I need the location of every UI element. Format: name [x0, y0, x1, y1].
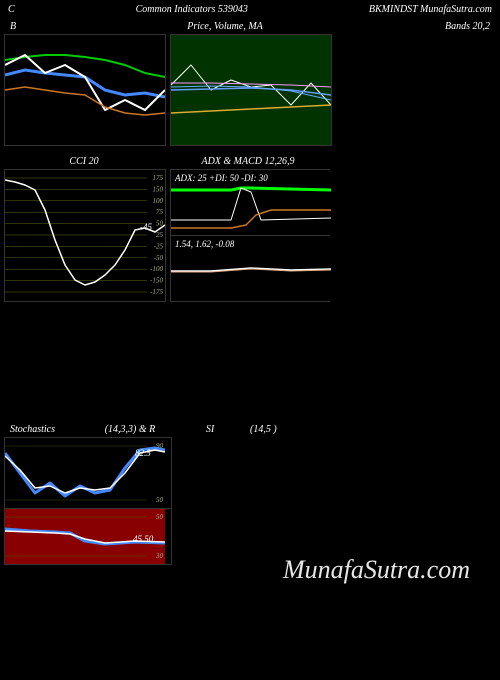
title-cci: CCI 20	[4, 154, 164, 169]
chart-price-a	[4, 34, 166, 146]
header-left: Common Indicators 539043	[136, 4, 248, 15]
svg-text:45.50: 45.50	[133, 534, 154, 544]
chart-adx-macd: ADX: 25 +DI: 50 -DI: 30 1.54, 1.62, -0.0…	[170, 169, 330, 302]
svg-text:25: 25	[156, 231, 164, 239]
svg-text:50: 50	[156, 496, 164, 504]
row-1-charts	[0, 34, 500, 146]
row-2-titles: CCI 20 ADX & MACD 12,26,9	[0, 154, 500, 169]
chart-adx-top: ADX: 25 +DI: 50 -DI: 30	[170, 169, 330, 236]
title-b: B	[10, 19, 40, 34]
title-si: SI	[170, 422, 250, 437]
svg-text:-45: -45	[140, 222, 152, 232]
row-3-titles: Stochastics (14,3,3) & R SI (14,5 )	[0, 422, 500, 437]
header-right: BKMINDST MunafaSutra.com	[369, 4, 492, 15]
title-bands: Bands 20,2	[410, 19, 490, 34]
svg-text:-175: -175	[150, 288, 163, 296]
page-header: C Common Indicators 539043 BKMINDST Muna…	[0, 0, 500, 19]
svg-text:50: 50	[156, 513, 164, 521]
row-1: B Price, Volume, MA Bands 20,2	[0, 19, 500, 34]
svg-text:-25: -25	[154, 242, 164, 250]
svg-text:175: 175	[153, 174, 164, 182]
svg-text:82.5: 82.5	[135, 448, 151, 458]
svg-text:100: 100	[153, 197, 164, 205]
svg-text:150: 150	[153, 185, 164, 193]
svg-text:-50: -50	[154, 254, 164, 262]
svg-text:1.54, 1.62, -0.08: 1.54, 1.62, -0.08	[175, 239, 235, 249]
row-2-charts: 175150100755025-25-50-100-150-175-45 ADX…	[0, 169, 500, 302]
svg-text:30: 30	[155, 552, 164, 560]
chart-price-b	[170, 34, 332, 146]
spacer	[0, 302, 500, 422]
title-si-params: (14,5 )	[250, 422, 410, 437]
chart-stoch: 905082.5	[4, 437, 172, 509]
chart-macd-bottom: 1.54, 1.62, -0.08	[170, 235, 330, 302]
title-adx: ADX & MACD 12,26,9	[168, 154, 328, 169]
watermark: MunafaSutra.com	[283, 555, 470, 585]
chart-rsi: 50 3045.50	[4, 508, 172, 565]
chart-cci: 175150100755025-25-50-100-150-175-45	[4, 169, 166, 302]
svg-text:75: 75	[156, 208, 164, 216]
svg-text:-100: -100	[150, 265, 163, 273]
title-stoch: Stochastics	[10, 422, 90, 437]
header-c: C	[8, 4, 15, 15]
title-stoch-params: (14,3,3) & R	[90, 422, 170, 437]
svg-text:ADX: 25 +DI: 50 -DI: 30: ADX: 25 +DI: 50 -DI: 30	[174, 173, 268, 183]
row-3-charts: 905082.5 503045.50	[0, 437, 176, 565]
title-price-ma: Price, Volume, MA	[187, 19, 263, 34]
svg-text:-150: -150	[150, 277, 163, 285]
